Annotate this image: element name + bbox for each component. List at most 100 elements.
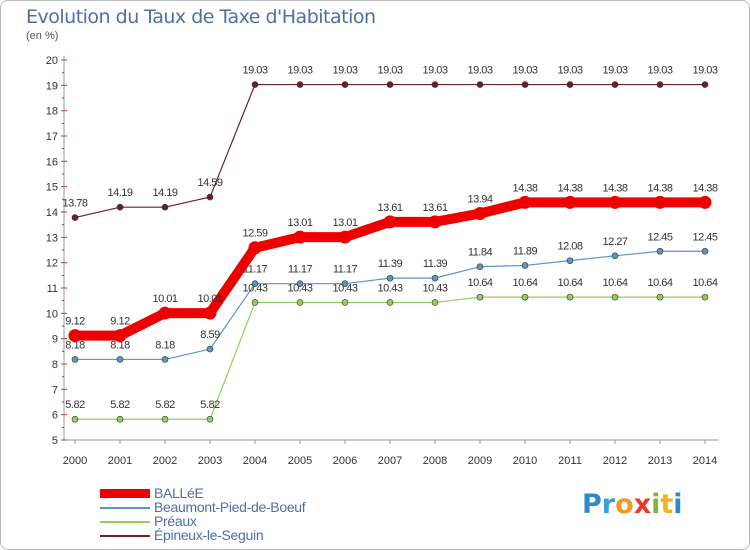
data-label: 14.19 bbox=[107, 187, 132, 199]
logo-letter: i bbox=[673, 489, 683, 520]
data-point bbox=[341, 81, 349, 88]
data-point bbox=[206, 345, 214, 353]
data-label: 11.39 bbox=[423, 258, 448, 270]
data-point bbox=[521, 293, 529, 301]
data-label: 13.01 bbox=[287, 217, 312, 229]
legend-item-ballee: BALLéE bbox=[100, 485, 400, 502]
data-label: 5.82 bbox=[110, 399, 130, 411]
data-point bbox=[68, 329, 82, 343]
legend-item-preaux: Préaux bbox=[100, 513, 400, 530]
data-point bbox=[701, 293, 709, 301]
data-label: 12.59 bbox=[242, 228, 267, 240]
data-point bbox=[656, 247, 664, 255]
data-label: 8.18 bbox=[110, 339, 130, 351]
data-point bbox=[293, 230, 307, 244]
x-tick-label: 2014 bbox=[693, 455, 717, 467]
data-point bbox=[476, 293, 484, 301]
data-point bbox=[566, 293, 574, 301]
data-label: 19.03 bbox=[377, 65, 402, 77]
x-tick-label: 2006 bbox=[333, 455, 357, 467]
data-point bbox=[251, 81, 259, 88]
data-label: 19.03 bbox=[332, 65, 357, 77]
data-label: 10.64 bbox=[557, 277, 582, 289]
data-point bbox=[476, 263, 484, 271]
data-label: 19.03 bbox=[287, 65, 312, 77]
data-point bbox=[698, 195, 712, 209]
data-point bbox=[701, 81, 709, 88]
y-tick-label: 17 bbox=[46, 131, 58, 143]
data-label: 5.82 bbox=[65, 399, 85, 411]
logo-letter: r bbox=[601, 489, 616, 520]
data-point bbox=[71, 356, 79, 363]
data-point bbox=[251, 299, 259, 306]
y-tick-label: 14 bbox=[46, 207, 58, 219]
y-tick-label: 12 bbox=[46, 258, 58, 270]
data-label: 12.45 bbox=[692, 231, 717, 243]
data-label: 5.82 bbox=[200, 399, 220, 411]
x-tick-label: 2012 bbox=[603, 455, 627, 467]
logo-letter: o bbox=[615, 489, 634, 520]
data-point bbox=[116, 356, 124, 363]
data-label: 19.03 bbox=[422, 65, 447, 77]
data-point bbox=[431, 81, 439, 88]
data-label: 19.03 bbox=[557, 65, 582, 77]
data-label: 10.43 bbox=[287, 282, 312, 294]
data-point bbox=[341, 280, 349, 287]
y-tick-label: 18 bbox=[46, 106, 58, 118]
data-label: 10.43 bbox=[332, 282, 357, 294]
data-label: 10.01 bbox=[152, 293, 177, 305]
y-tick-label: 16 bbox=[46, 156, 58, 168]
data-point bbox=[566, 81, 574, 88]
data-point bbox=[158, 306, 172, 320]
data-point bbox=[71, 214, 79, 221]
data-label: 11.17 bbox=[243, 264, 268, 276]
y-tick-label: 5 bbox=[52, 435, 58, 447]
data-label: 9.12 bbox=[110, 316, 130, 328]
data-point bbox=[116, 203, 124, 211]
logo-letter: t bbox=[660, 489, 674, 520]
y-tick-label: 10 bbox=[46, 308, 58, 320]
data-point bbox=[161, 356, 169, 363]
x-tick-label: 2004 bbox=[243, 455, 267, 467]
legend-swatch bbox=[100, 489, 150, 498]
data-label: 10.43 bbox=[242, 282, 267, 294]
data-point bbox=[116, 415, 124, 423]
data-label: 10.01 bbox=[197, 293, 222, 305]
x-tick-label: 2010 bbox=[513, 455, 537, 467]
data-label: 19.03 bbox=[602, 65, 627, 77]
x-tick-label: 2009 bbox=[468, 455, 492, 467]
legend-label: Préaux bbox=[154, 513, 197, 529]
x-tick-label: 2005 bbox=[288, 455, 312, 467]
legend-swatch bbox=[100, 521, 150, 523]
logo-letter: i bbox=[651, 489, 661, 520]
data-point bbox=[611, 81, 619, 88]
data-point bbox=[296, 280, 304, 287]
data-label: 10.64 bbox=[692, 277, 717, 289]
chart-subtitle: (en %) bbox=[26, 30, 59, 42]
legend-swatch bbox=[100, 535, 150, 537]
data-label: 11.89 bbox=[513, 245, 538, 257]
data-label: 11.84 bbox=[468, 247, 493, 259]
data-label: 19.03 bbox=[512, 65, 537, 77]
data-label: 10.64 bbox=[467, 277, 492, 289]
x-tick-label: 2008 bbox=[423, 455, 447, 467]
data-point bbox=[341, 299, 349, 306]
data-label: 5.82 bbox=[155, 399, 175, 411]
x-tick-label: 2002 bbox=[153, 455, 177, 467]
data-label: 12.08 bbox=[557, 241, 582, 253]
data-label: 13.78 bbox=[62, 198, 87, 210]
legend-label: Épineux-le-Seguin bbox=[154, 527, 264, 543]
data-label: 14.19 bbox=[152, 187, 177, 199]
legend-label: BALLéE bbox=[154, 485, 204, 501]
proxiti-logo: Proxiti bbox=[582, 489, 683, 520]
data-point bbox=[431, 299, 439, 306]
data-label: 10.43 bbox=[377, 282, 402, 294]
y-tick-label: 9 bbox=[52, 334, 58, 346]
data-label: 13.01 bbox=[332, 217, 357, 229]
data-point bbox=[296, 299, 304, 306]
data-label: 12.45 bbox=[647, 231, 672, 243]
logo-letter: P bbox=[582, 489, 602, 520]
legend-label: Beaumont-Pied-de-Boeuf bbox=[154, 499, 306, 515]
data-point bbox=[248, 241, 262, 255]
